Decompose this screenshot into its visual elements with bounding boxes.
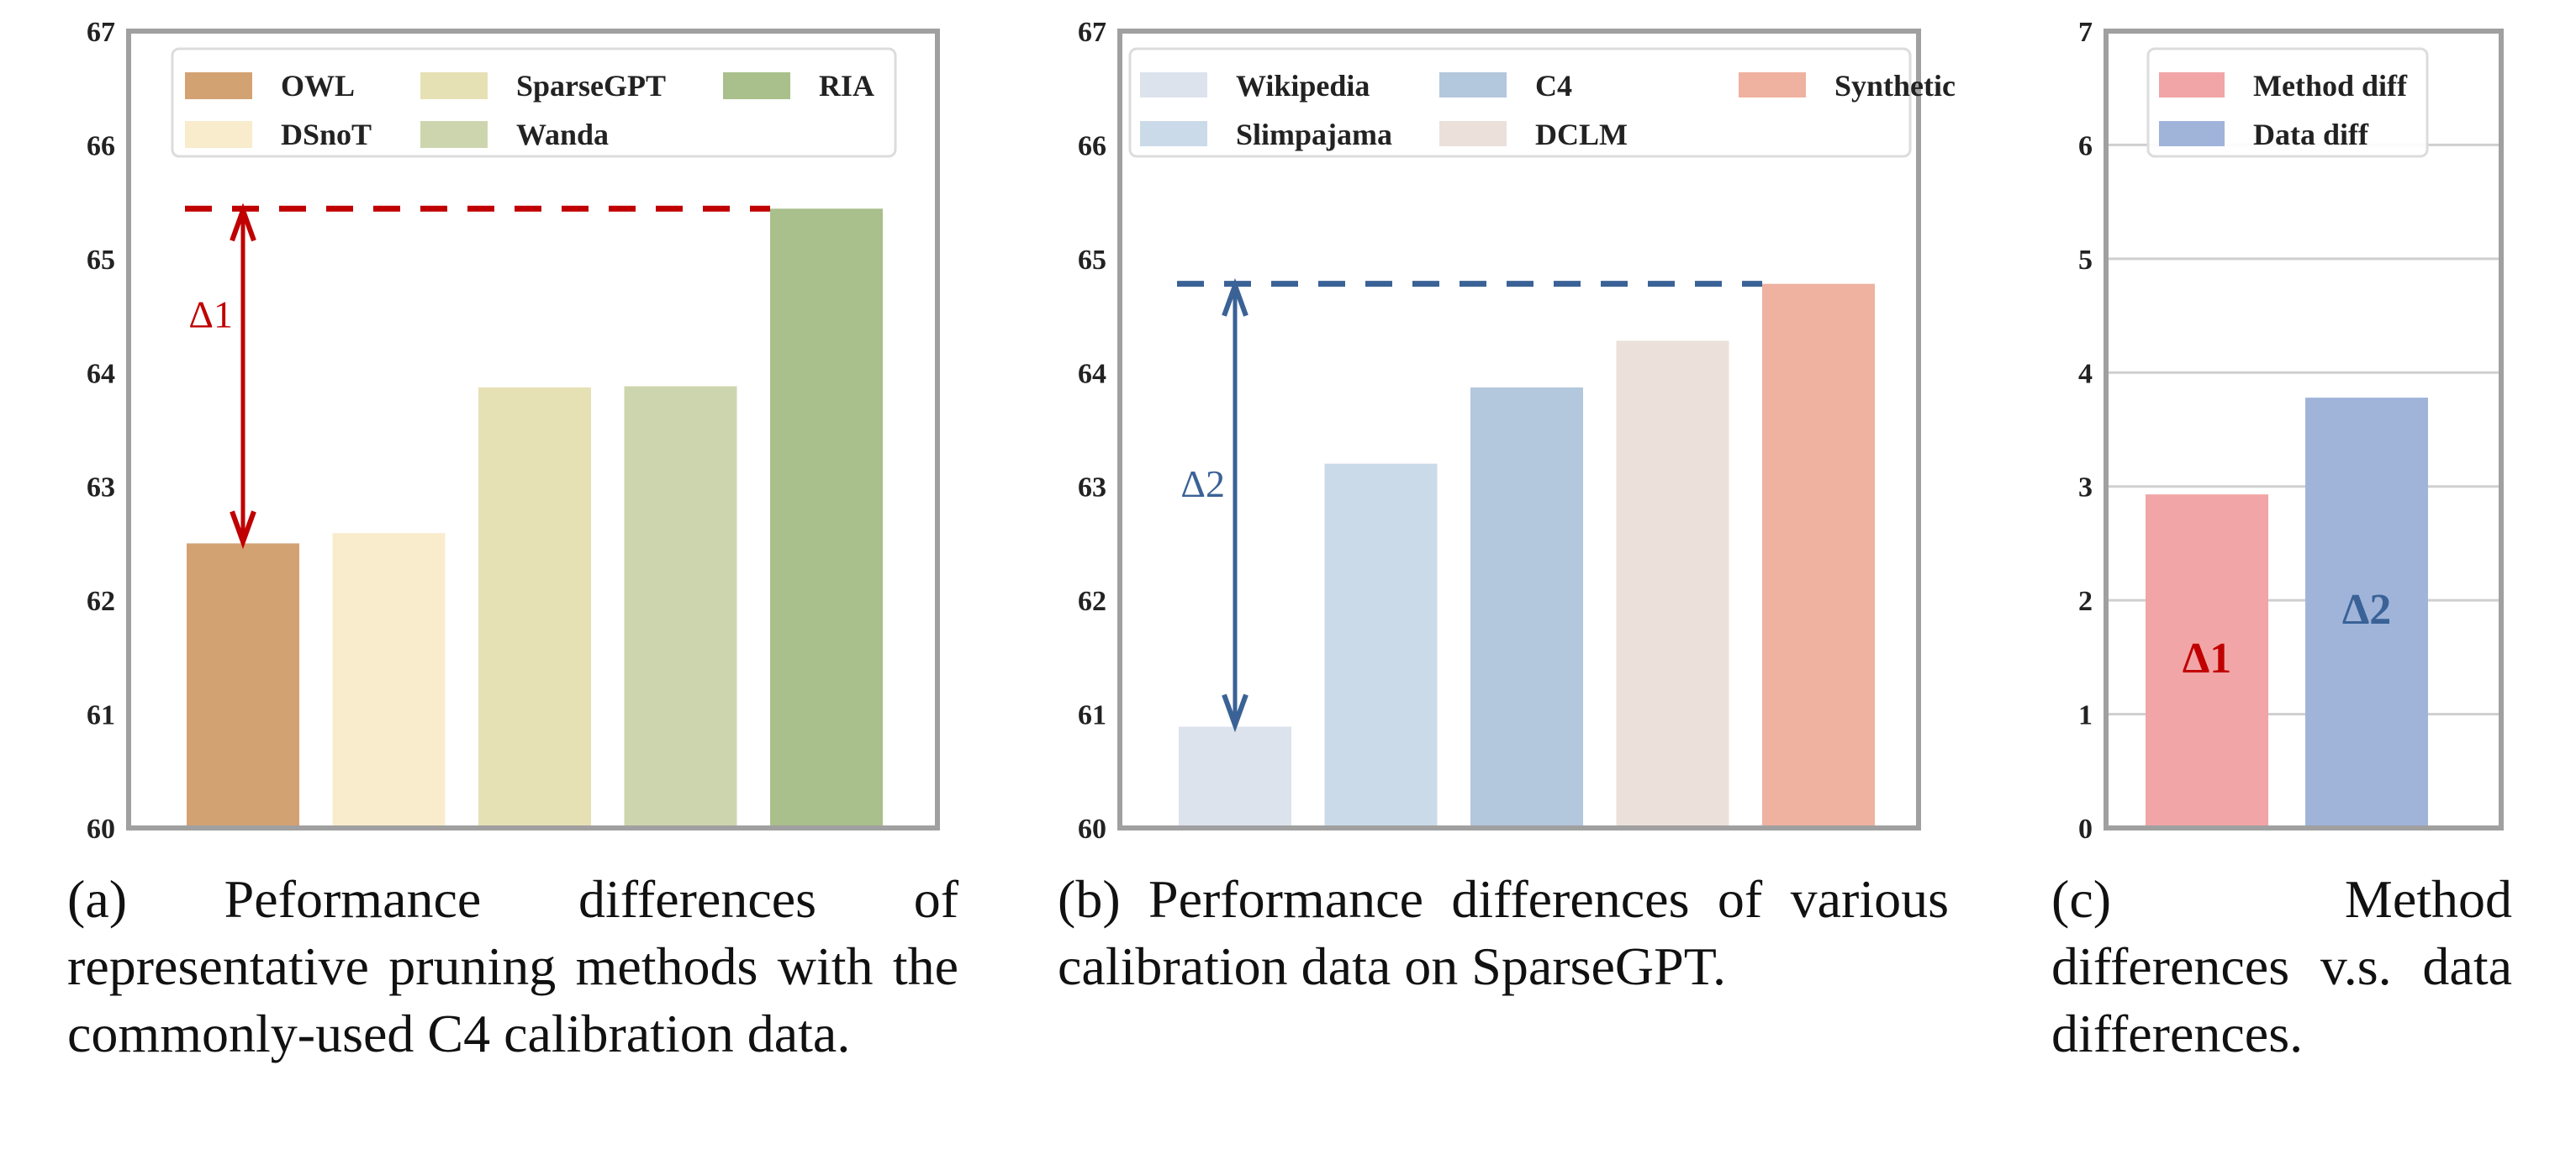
legend-box	[171, 47, 897, 158]
bar-delta-label: Δ2	[2342, 586, 2392, 634]
legend-swatch	[1140, 121, 1207, 146]
chart-c: 0 1 2 3 4 5 6 7 Method diff Data diff Δ1 Δ2	[2078, 17, 2504, 845]
y-tick-label: 6	[2078, 130, 2093, 161]
legend-label: C4	[1535, 69, 1572, 103]
bar-c4	[1470, 387, 1583, 828]
y-tick-label: 63	[1078, 472, 1106, 504]
arrow-head-up-icon	[1222, 277, 1248, 317]
legend-label: Synthetic	[1834, 69, 1956, 103]
legend-swatch	[2159, 121, 2225, 146]
legend-label: Wikipedia	[1236, 69, 1370, 103]
arrow-head-up-icon	[230, 203, 256, 242]
y-tick-label: 64	[87, 358, 115, 389]
y-tick-label: 65	[1078, 245, 1106, 276]
bar-synthetic	[1762, 283, 1875, 828]
legend-swatch	[1140, 72, 1207, 98]
bar-slimpajama	[1324, 463, 1438, 828]
legend-swatch	[1439, 121, 1507, 146]
delta-label: Δ2	[1180, 462, 1225, 505]
bar-data-diff	[2305, 398, 2428, 828]
y-tick-label: 67	[87, 17, 115, 48]
legend-label: Method diff	[2253, 69, 2408, 103]
bar-method-diff	[2146, 494, 2268, 828]
y-tick-label: 66	[87, 130, 115, 161]
y-tick-label: 3	[2078, 472, 2093, 504]
y-tick-label: 7	[2078, 17, 2093, 48]
caption-a: (a) Peformance differences of representa…	[67, 869, 958, 1063]
arrow-head-down-icon	[230, 510, 256, 550]
legend-swatch	[2159, 72, 2225, 98]
y-tick-label: 5	[2078, 245, 2093, 276]
legend-label: Data diff	[2253, 118, 2369, 151]
legend-label: DCLM	[1535, 118, 1628, 151]
legend-label: DSnoT	[281, 118, 372, 151]
bar-wanda	[624, 386, 737, 829]
y-tick-label: 60	[1078, 814, 1106, 845]
y-tick-label: 60	[87, 814, 115, 845]
bar-sparsegpt	[478, 387, 591, 828]
plot-frame	[2104, 29, 2504, 830]
y-tick-label: 1	[2078, 700, 2093, 731]
y-tick-label: 65	[87, 245, 115, 276]
legend-swatch	[420, 72, 488, 99]
legend-label: OWL	[281, 69, 355, 103]
y-tick-label: 4	[2078, 358, 2093, 389]
chart-b: 60 61 62 63 64 65 66 67 Wikipedia Slimpajama C4 DCL…	[1078, 17, 1956, 845]
plot-frame	[1117, 29, 1921, 830]
y-tick-label: 64	[1078, 358, 1106, 389]
legend-swatch	[185, 121, 252, 148]
legend-label: Slimpajama	[1236, 118, 1392, 151]
y-tick-label: 63	[87, 472, 115, 504]
legend-label: RIA	[819, 69, 874, 103]
caption-b: (b) Performance differences of various c…	[1058, 869, 1949, 996]
chart-a: 60 61 62 63 64 65 66 67 OWL DSnoT SparseGPT Wanda RI…	[87, 17, 940, 845]
bar-dsnot	[332, 533, 446, 828]
bar-owl	[187, 543, 299, 828]
y-tick-label: 62	[1078, 586, 1106, 617]
plot-frame	[126, 29, 940, 830]
legend-swatch	[723, 72, 790, 99]
legend-label: SparseGPT	[516, 69, 666, 103]
y-tick-label: 61	[1078, 700, 1106, 731]
delta-label: Δ1	[188, 293, 233, 335]
legend-label: Wanda	[516, 118, 609, 151]
legend-swatch	[1439, 72, 1507, 98]
arrow-head-down-icon	[1222, 693, 1248, 733]
bar-delta-label: Δ1	[2183, 635, 2232, 683]
legend-swatch	[185, 72, 252, 99]
y-tick-label: 2	[2078, 586, 2093, 617]
y-tick-label: 61	[87, 700, 115, 731]
y-tick-label: 62	[87, 586, 115, 617]
legend-box	[1128, 47, 1912, 158]
bar-ria	[770, 208, 883, 829]
legend-swatch	[420, 121, 488, 148]
bar-dclm	[1616, 340, 1729, 828]
caption-c: (c) Method differences v.s. data differe…	[2051, 869, 2512, 1063]
y-tick-label: 66	[1078, 130, 1106, 161]
bar-wikipedia	[1179, 726, 1291, 828]
y-tick-label: 67	[1078, 17, 1106, 48]
legend-swatch	[1739, 72, 1806, 98]
y-tick-label: 0	[2078, 814, 2093, 845]
